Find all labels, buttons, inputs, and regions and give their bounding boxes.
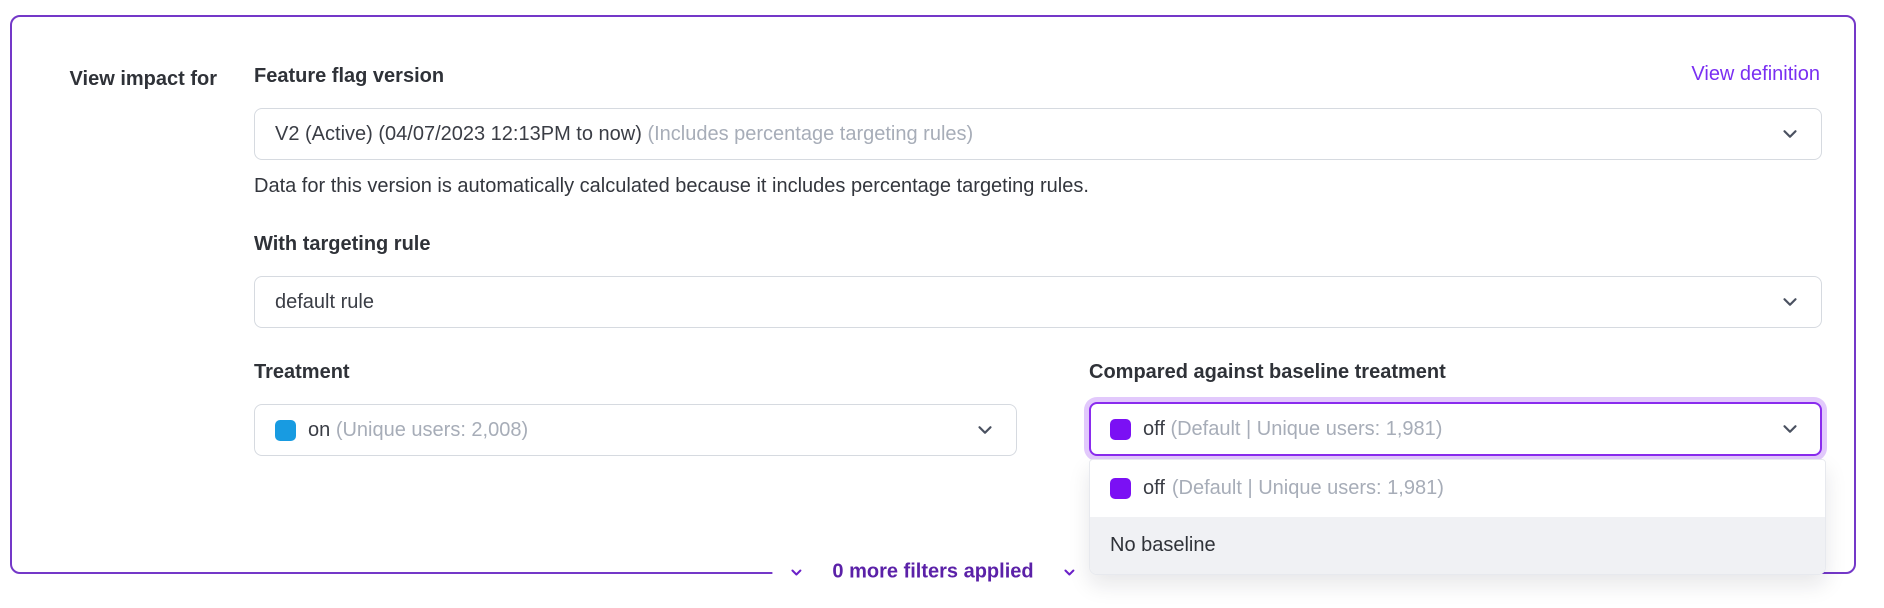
chevron-down-icon	[974, 419, 996, 441]
baseline-select[interactable]: off (Default | Unique users: 1,981)	[1089, 402, 1822, 456]
option-value: off	[1143, 477, 1165, 499]
treatment-note: (Unique users: 2,008)	[335, 418, 529, 441]
view-definition-link[interactable]: View definition	[1691, 63, 1820, 85]
targeting-rule-select[interactable]: default rule	[254, 276, 1822, 328]
baseline-column: Compared against baseline treatment off …	[1089, 360, 1826, 575]
panel-body: View impact for Feature flag version V2 …	[12, 17, 1854, 575]
version-helper-text: Data for this version is automatically c…	[254, 175, 1089, 197]
chevron-down-icon	[1779, 418, 1801, 440]
more-filters-label: 0 more filters applied	[832, 560, 1034, 583]
baseline-dropdown-menu: off (Default | Unique users: 1,981) No b…	[1089, 459, 1826, 575]
targeting-rule-label: With targeting rule	[254, 233, 431, 255]
treatment-label: Treatment	[254, 361, 350, 383]
chevron-down-icon	[788, 564, 804, 580]
baseline-note: (Default | Unique users: 1,981)	[1170, 417, 1443, 440]
feature-flag-version-label: Feature flag version	[254, 65, 445, 87]
treatment-baseline-row: Treatment on (Unique users: 2,008) Compa…	[254, 360, 1826, 575]
chevron-down-icon	[1062, 564, 1078, 580]
filter-form: Feature flag version V2 (Active) (04/07/…	[254, 64, 1826, 575]
treatment-color-swatch	[1110, 478, 1131, 499]
view-impact-filter-panel: View definition View impact for Feature …	[10, 15, 1856, 586]
baseline-label: Compared against baseline treatment	[1089, 361, 1446, 383]
baseline-option-off[interactable]: off (Default | Unique users: 1,981)	[1090, 460, 1825, 517]
treatment-color-swatch	[275, 419, 296, 441]
feature-flag-version-select[interactable]: V2 (Active) (04/07/2023 12:13PM to now) …	[254, 108, 1822, 160]
feature-flag-version-value: V2 (Active) (04/07/2023 12:13PM to now)	[275, 122, 642, 145]
treatment-column: Treatment on (Unique users: 2,008)	[254, 360, 1017, 456]
treatment-value: on	[308, 418, 331, 441]
feature-flag-version-note: (Includes percentage targeting rules)	[647, 122, 974, 145]
more-filters-toggle[interactable]: 0 more filters applied	[772, 558, 1094, 586]
targeting-rule-value: default rule	[275, 290, 374, 313]
option-note: (Default | Unique users: 1,981)	[1171, 477, 1444, 499]
chevron-down-icon	[1779, 291, 1801, 313]
treatment-select[interactable]: on (Unique users: 2,008)	[254, 404, 1017, 456]
baseline-color-swatch	[1110, 418, 1131, 440]
baseline-option-no-baseline[interactable]: No baseline	[1090, 517, 1825, 574]
view-impact-for-label: View impact for	[69, 68, 217, 90]
chevron-down-icon	[1779, 123, 1801, 145]
baseline-value: off	[1143, 417, 1165, 440]
option-value: No baseline	[1110, 534, 1216, 556]
